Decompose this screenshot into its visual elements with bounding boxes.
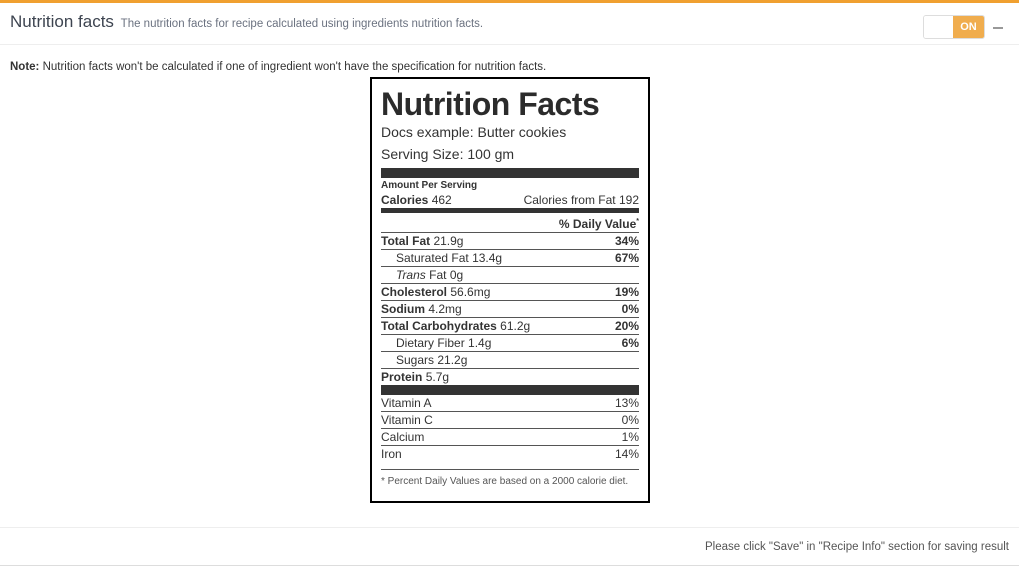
amount-per-serving: Amount Per Serving (381, 180, 478, 191)
serving-size-label: Serving Size: (381, 146, 464, 162)
nutrition-label-title: Nutrition Facts (381, 86, 600, 122)
medium-divider (381, 208, 639, 213)
panel-title: Nutrition facts The nutrition facts for … (10, 12, 483, 32)
calories-from-fat-value: 192 (618, 193, 639, 207)
nutrient-row: Saturated Fat 13.4g 67% (381, 249, 639, 266)
daily-value-mark: * (636, 218, 639, 225)
calories-value: 462 (431, 193, 452, 207)
panel-header: Nutrition facts The nutrition facts for … (0, 3, 1019, 45)
recipe-name: Docs example: Butter cookies (381, 124, 567, 140)
toggle-on-label: ON (953, 16, 984, 38)
footer-save-hint: Please click "Save" in "Recipe Info" sec… (705, 541, 1009, 553)
thick-divider (381, 385, 639, 395)
calories-from-fat-label: Calories from Fat (523, 193, 616, 207)
nutrient-row: Sodium 4.2mg 0% (381, 300, 639, 316)
nutrient-row: Cholesterol 56.6mg 19% (381, 283, 639, 299)
nutrient-row: Sugars 21.2g (381, 351, 639, 368)
nutrition-label: Nutrition Facts Docs example: Butter coo… (370, 77, 650, 503)
panel-footer: Please click "Save" in "Recipe Info" sec… (0, 527, 1019, 566)
note-text: Nutrition facts won't be calculated if o… (39, 61, 547, 73)
nutrient-row: Trans Fat 0g (381, 266, 639, 283)
nutrient-row: Dietary Fiber 1.4g 6% (381, 334, 639, 351)
calories-row: Calories 462 Calories from Fat 192 (381, 192, 639, 208)
calories-label: Calories (381, 193, 429, 207)
serving-size-value: 100 gm (467, 146, 515, 162)
vitamin-row: Vitamin A 13% (381, 396, 639, 410)
note-label: Note: (10, 61, 40, 73)
vitamin-row: Iron 14% (381, 445, 639, 461)
daily-value-header: % Daily Value* (558, 217, 639, 231)
note: Note: Nutrition facts won't be calculate… (10, 61, 546, 73)
daily-value-footnote: * Percent Daily Values are based on a 20… (381, 469, 639, 488)
serving-size: Serving Size: 100 gm (381, 145, 639, 163)
nutrient-row: Protein 5.7g (381, 368, 639, 385)
toggle-knob (924, 16, 954, 38)
nutrient-row: Total Fat 21.9g 34% (381, 232, 639, 248)
nutrition-toggle[interactable]: ON (923, 15, 985, 39)
collapse-icon[interactable] (993, 27, 1003, 29)
panel-subtitle: The nutrition facts for recipe calculate… (120, 18, 484, 30)
thick-divider (381, 168, 639, 178)
panel-title-text: Nutrition facts (10, 12, 114, 31)
vitamin-row: Calcium 1% (381, 428, 639, 444)
nutrient-row: Total Carbohydrates 61.2g 20% (381, 317, 639, 333)
vitamin-row: Vitamin C 0% (381, 411, 639, 427)
